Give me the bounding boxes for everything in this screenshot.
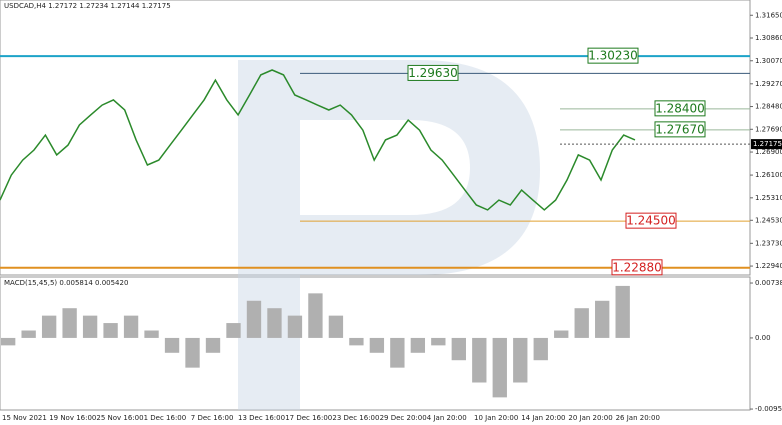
level-label: 1.28400 (655, 101, 705, 115)
level-box (654, 100, 706, 117)
macd-bar (369, 337, 385, 353)
y-tick-label: 1.26900 (755, 148, 782, 156)
macd-bar (615, 285, 630, 338)
x-tick-label: 25 Nov 16:00 (96, 414, 143, 422)
macd-bar (226, 323, 241, 338)
macd-bar (1, 337, 16, 346)
y-tick-label: -0.009573 (755, 405, 782, 413)
macd-bar (62, 308, 77, 338)
macd-bar (472, 337, 487, 383)
level-box (625, 212, 677, 229)
level-label: 1.24500 (626, 214, 676, 228)
x-tick-label: 19 Nov 16:00 (49, 414, 96, 422)
macd-bar (390, 337, 405, 368)
macd-title: MACD(15,45,5) 0.005814 0.005420 (4, 279, 128, 287)
macd-bar (431, 337, 446, 346)
watermark (238, 60, 540, 410)
y-tick-label: 1.29270 (755, 80, 782, 88)
y-tick-label: 1.28480 (755, 103, 782, 111)
macd-bar (533, 337, 548, 361)
x-tick-label: 17 Dec 16:00 (285, 414, 332, 422)
macd-bar (574, 308, 589, 338)
macd-bar (205, 337, 221, 353)
y-tick-label: 1.30070 (755, 57, 782, 65)
chart-title: USDCAD,H4 1.27172 1.27234 1.27144 1.2717… (4, 2, 171, 10)
y-tick-label: 1.22940 (755, 262, 782, 270)
y-tick-label: 1.25310 (755, 194, 782, 202)
level-box (407, 64, 459, 81)
y-tick-label: 1.31650 (755, 11, 782, 19)
macd-bar (328, 315, 344, 338)
macd-bar (451, 337, 466, 361)
x-tick-label: 10 Jan 20:00 (474, 414, 518, 422)
level-box (587, 47, 639, 64)
y-tick-label: 1.23730 (755, 239, 782, 247)
x-tick-label: 15 Nov 2021 (2, 414, 47, 422)
last-price-box (751, 139, 782, 150)
x-tick-label: 20 Jan 20:00 (568, 414, 612, 422)
level-box (654, 121, 706, 138)
x-tick-label: 7 Dec 16:00 (191, 414, 234, 422)
macd-bar (492, 337, 507, 398)
macd-bar (267, 308, 282, 338)
x-tick-label: 29 Dec 20:00 (380, 414, 427, 422)
macd-bar (308, 293, 323, 338)
macd-bar (103, 323, 118, 338)
x-tick-label: 4 Jan 20:00 (427, 414, 467, 422)
macd-bar (513, 337, 528, 383)
macd-bar (410, 337, 426, 353)
macd-bar (287, 315, 303, 338)
last-price-label: 1.27175 (753, 140, 782, 148)
x-tick-label: 13 Dec 16:00 (238, 414, 285, 422)
y-tick-label: 0.00 (755, 334, 771, 342)
x-tick-label: 14 Jan 20:00 (521, 414, 565, 422)
macd-bar (246, 300, 262, 338)
level-box (611, 259, 663, 276)
y-tick-label: 1.24530 (755, 216, 782, 224)
level-label: 1.27670 (655, 122, 705, 136)
level-label: 1.22880 (612, 260, 662, 274)
macd-bar (21, 330, 36, 338)
macd-bar (554, 330, 569, 338)
macd-bar (41, 315, 57, 338)
price-panel (0, 0, 751, 276)
y-tick-label: 1.30860 (755, 34, 782, 42)
price-line (0, 69, 636, 211)
macd-bar (349, 337, 364, 346)
y-tick-label: 1.27690 (755, 125, 782, 133)
macd-bar (185, 337, 200, 368)
x-tick-label: 23 Dec 16:00 (332, 414, 379, 422)
macd-bar (82, 315, 98, 338)
macd-bar (144, 330, 159, 338)
level-label: 1.30230 (588, 49, 638, 63)
macd-bar (123, 315, 139, 338)
x-tick-label: 1 Dec 16:00 (144, 414, 187, 422)
macd-bar (595, 300, 610, 338)
y-tick-label: 1.26100 (755, 171, 782, 179)
level-label: 1.29630 (408, 66, 458, 80)
x-tick-label: 26 Jan 20:00 (616, 414, 660, 422)
y-tick-label: 0.007388 (755, 279, 782, 287)
macd-bar (164, 337, 180, 353)
